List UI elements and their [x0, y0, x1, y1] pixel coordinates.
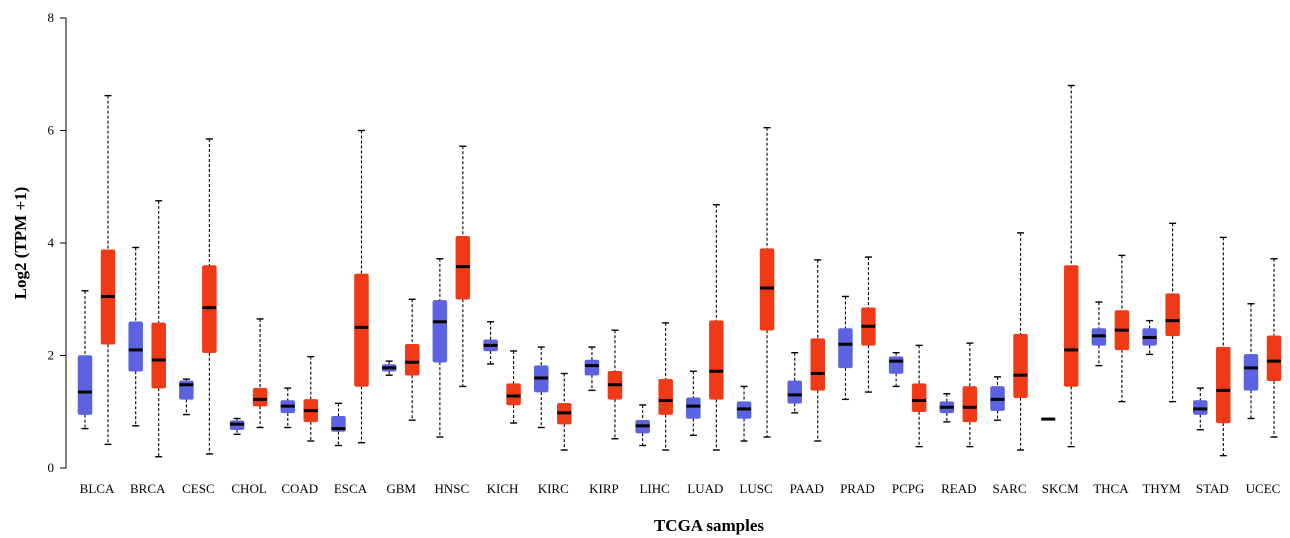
- x-tick-label: KICH: [487, 481, 519, 496]
- tumor-box: [709, 320, 724, 400]
- normal-box: [1243, 354, 1259, 391]
- tumor-box: [151, 322, 166, 389]
- y-axis-title: Log2 (TPM +1): [11, 187, 30, 300]
- x-tick-label: ESCA: [334, 481, 368, 496]
- tumor-box: [1165, 293, 1180, 337]
- x-tick-label: PCPG: [892, 481, 925, 496]
- y-tick-label: 2: [48, 348, 55, 363]
- plot-area: 0 2 4 6 8 BLCA BRCA CESC CHOL COAD ESCA GBM HNSC KICH…: [48, 10, 1282, 496]
- x-tick-label: CHOL: [231, 481, 266, 496]
- x-tick-label: THCA: [1093, 481, 1129, 496]
- normal-box: [432, 300, 448, 363]
- tumor-box: [658, 378, 673, 415]
- x-tick-label: LUAD: [687, 481, 723, 496]
- tumor-box: [1013, 333, 1028, 398]
- normal-box: [838, 328, 853, 369]
- x-tick-label: UCEC: [1246, 481, 1281, 496]
- tumor-box: [354, 273, 369, 387]
- x-tick-label: HNSC: [435, 481, 470, 496]
- y-tick-label: 6: [48, 123, 55, 138]
- tumor-box: [1266, 335, 1282, 382]
- x-tick-label: COAD: [281, 481, 318, 496]
- normal-box: [77, 355, 93, 415]
- x-tick-label: GBM: [386, 481, 416, 496]
- x-tick-label: LUSC: [739, 481, 772, 496]
- tumor-box: [911, 383, 927, 412]
- tumor-box: [506, 383, 521, 406]
- x-tick-label: PAAD: [790, 481, 824, 496]
- y-tick-label: 8: [48, 10, 55, 25]
- y-tick-label: 4: [48, 235, 55, 250]
- tumor-box: [962, 386, 978, 423]
- x-tick-label: STAD: [1196, 481, 1229, 496]
- x-tick-label: PRAD: [840, 481, 875, 496]
- x-tick-label: READ: [941, 481, 976, 496]
- normal-box: [888, 356, 904, 374]
- tumor-box: [1216, 346, 1231, 424]
- tumor-box: [404, 344, 420, 376]
- normal-box: [787, 380, 802, 404]
- x-tick-label: BLCA: [80, 481, 115, 496]
- x-tick-label: SKCM: [1042, 481, 1079, 496]
- normal-box: [128, 321, 143, 372]
- normal-box: [686, 397, 701, 419]
- x-tick-label: CESC: [182, 481, 215, 496]
- normal-box: [584, 359, 600, 376]
- tumor-box: [1063, 265, 1079, 387]
- x-tick-label: KIRP: [589, 481, 619, 496]
- x-axis-title: TCGA samples: [654, 516, 764, 535]
- x-tick-label: LIHC: [639, 481, 669, 496]
- x-tick-label: KIRC: [538, 481, 569, 496]
- x-tick-label: THYM: [1142, 481, 1181, 496]
- x-tick-label: SARC: [993, 481, 1027, 496]
- x-tick-label: BRCA: [130, 481, 166, 496]
- y-tick-label: 0: [48, 460, 55, 475]
- tumor-box: [252, 387, 268, 407]
- tumor-box: [810, 338, 825, 391]
